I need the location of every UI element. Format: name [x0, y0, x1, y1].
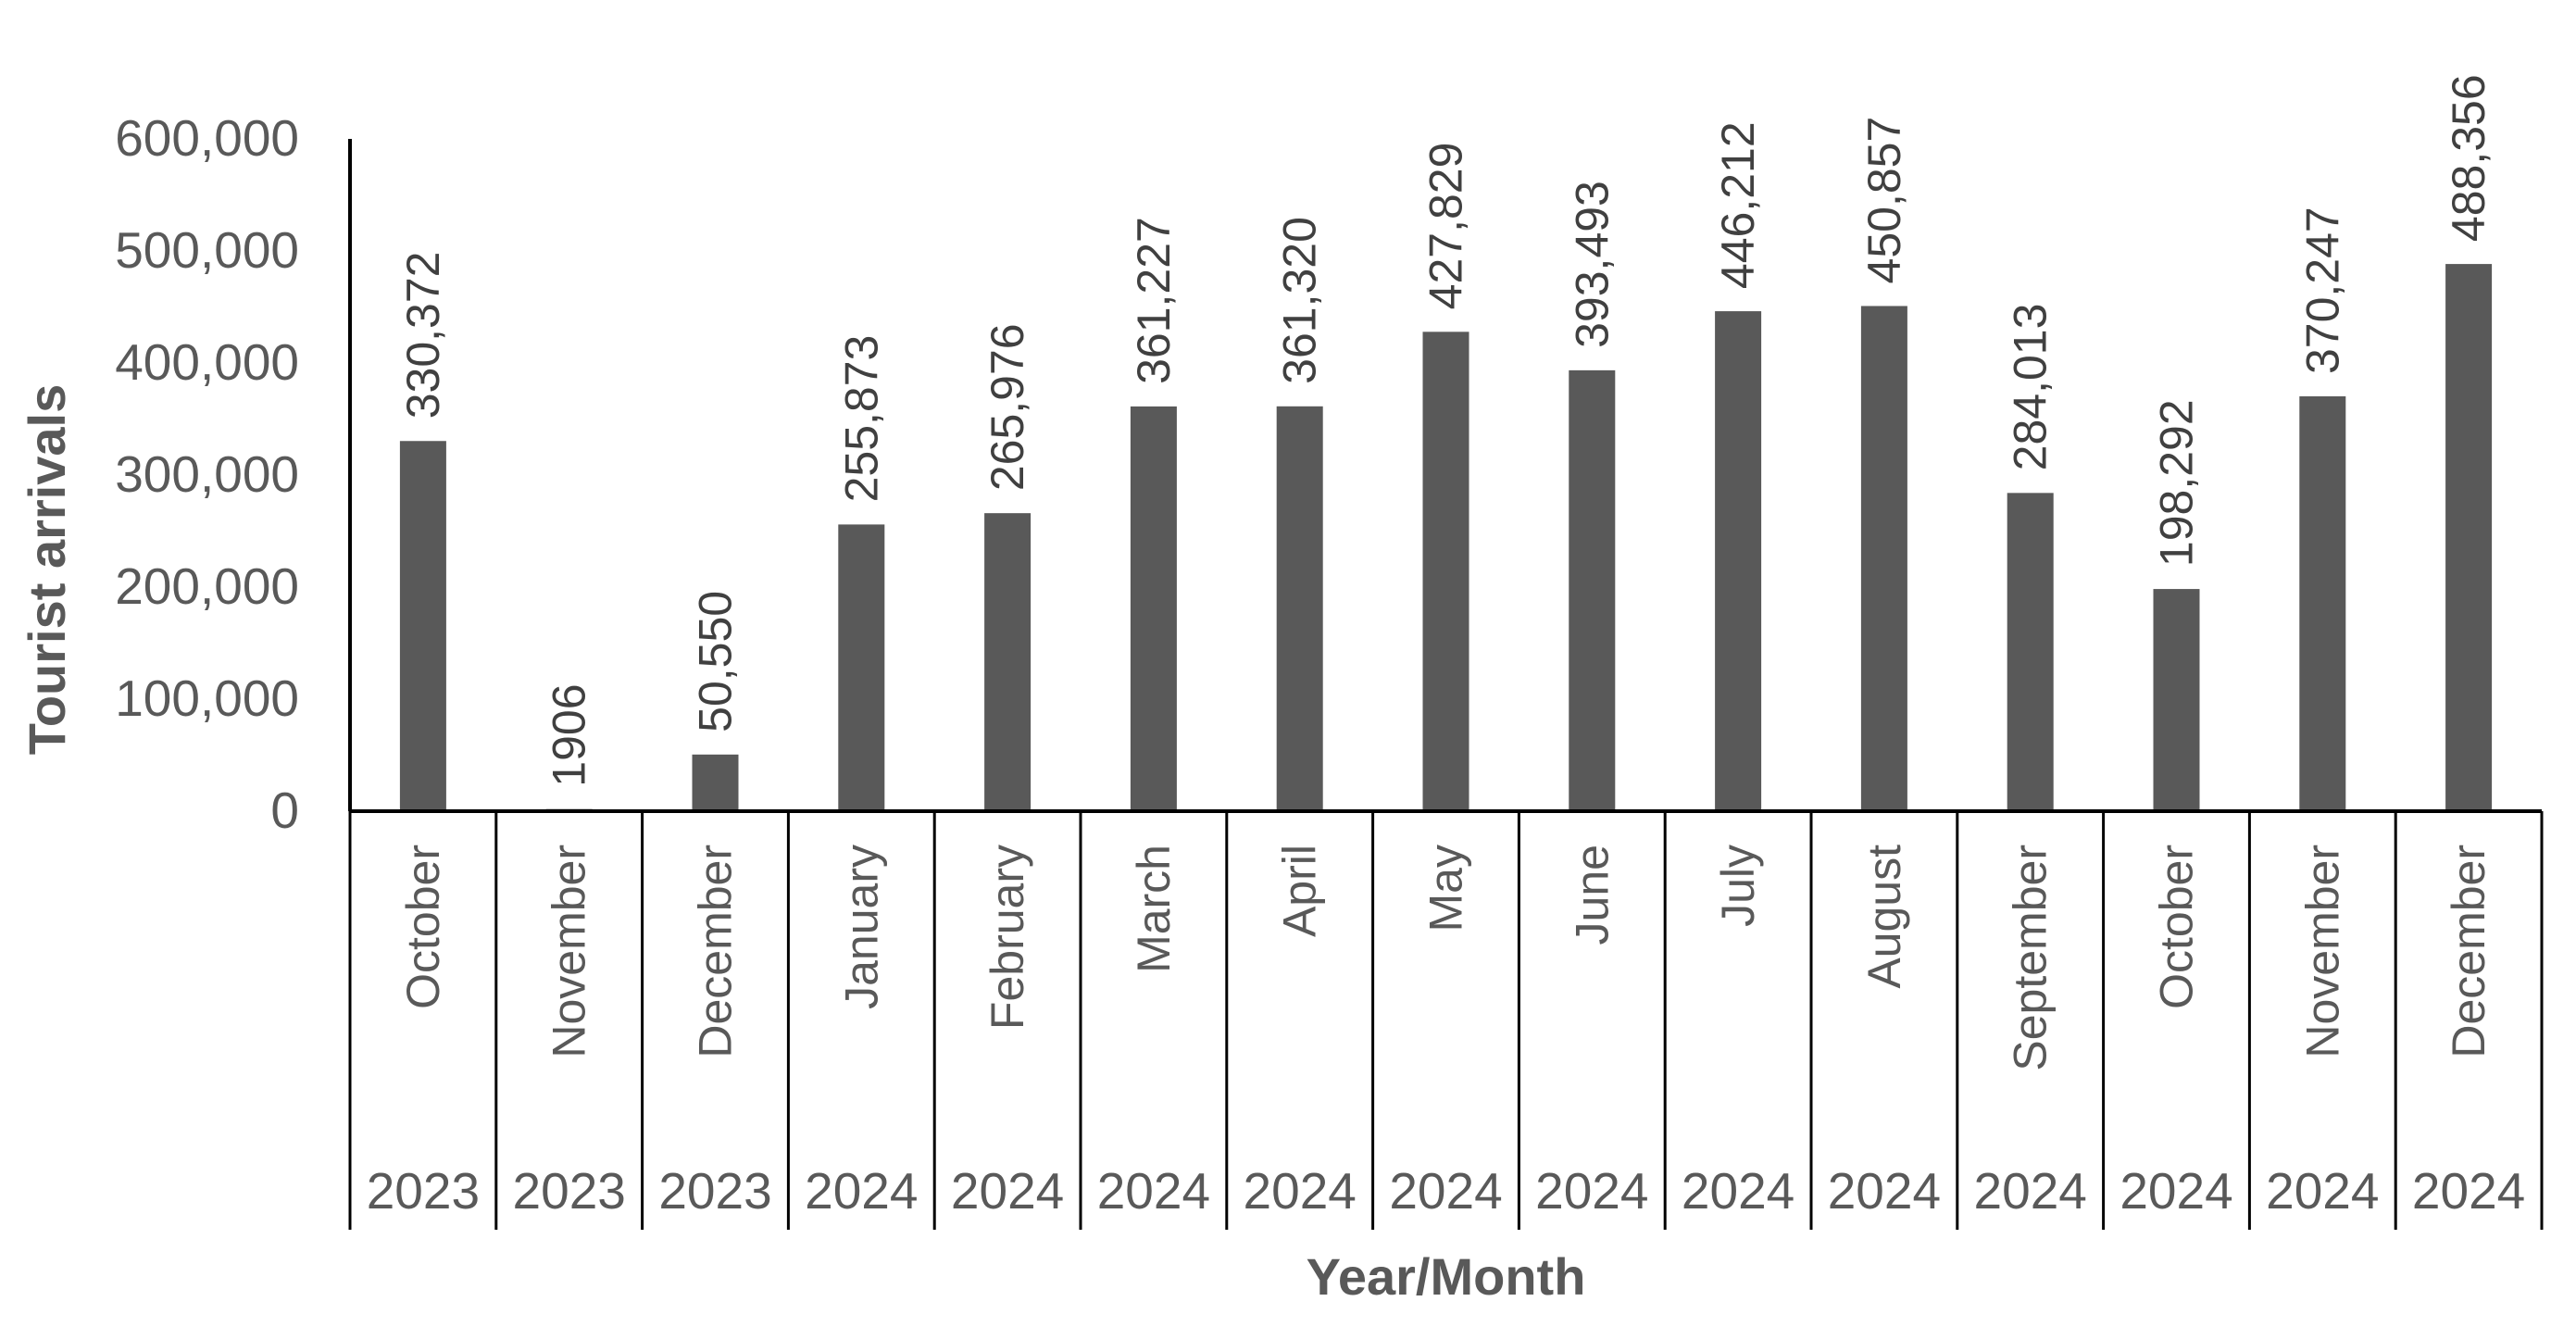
x-axis-separators	[348, 811, 2544, 1230]
x-axis-year-labels: 2023 2023 2023 2024 2024 2024 2024 2024 2024 2024…	[367, 1162, 2526, 1220]
bar	[1130, 406, 1177, 811]
y-axis-tick-labels: 0 100,000 200,000 300,000 400,000 500,000 600,…	[115, 109, 299, 839]
x-year-label: 2023	[513, 1162, 626, 1220]
x-category-label: May	[1420, 845, 1472, 932]
x-year-label: 2024	[951, 1162, 1064, 1220]
y-tick-label: 0	[270, 782, 299, 839]
data-label: 198,292	[2151, 399, 2203, 567]
x-category-label: December	[690, 845, 742, 1058]
bar	[2007, 493, 2054, 811]
x-axis-title: Year/Month	[1307, 1247, 1586, 1306]
bar	[984, 513, 1032, 811]
data-label: 265,976	[982, 323, 1033, 491]
bar	[1569, 369, 1616, 811]
y-tick-label: 300,000	[115, 445, 299, 503]
y-tick-label: 500,000	[115, 221, 299, 279]
x-year-label: 2024	[1389, 1162, 1502, 1220]
data-label: 427,829	[1420, 143, 1472, 310]
data-label: 1906	[544, 683, 595, 786]
bar	[2445, 264, 2493, 811]
x-year-label: 2024	[2266, 1162, 2379, 1220]
data-label: 284,013	[2005, 304, 2057, 471]
x-category-label: December	[2443, 845, 2495, 1058]
data-label: 450,857	[1858, 117, 1910, 284]
y-tick-label: 400,000	[115, 333, 299, 391]
bar	[399, 441, 446, 811]
data-label: 361,227	[1128, 217, 1180, 384]
x-year-label: 2024	[2412, 1162, 2525, 1220]
x-year-label: 2024	[1974, 1162, 2087, 1220]
x-year-label: 2024	[805, 1162, 918, 1220]
y-tick-label: 200,000	[115, 557, 299, 615]
y-tick-label: 600,000	[115, 109, 299, 167]
bar	[1715, 311, 1762, 811]
x-year-label: 2024	[2120, 1162, 2232, 1220]
x-category-label: April	[1274, 845, 1326, 937]
x-year-label: 2023	[367, 1162, 480, 1220]
data-label: 330,372	[397, 251, 449, 419]
data-label: 370,247	[2296, 206, 2348, 374]
bar-series	[399, 264, 2493, 812]
data-labels: 330,372 1906 50,550 255,873 265,976 361,227 36…	[397, 74, 2495, 786]
x-category-label: November	[2296, 845, 2348, 1058]
data-label: 361,320	[1274, 217, 1326, 384]
bar	[692, 754, 739, 811]
x-year-label: 2024	[1828, 1162, 1941, 1220]
x-category-label: October	[2151, 845, 2203, 1009]
x-category-label: February	[982, 845, 1033, 1030]
bar	[1422, 332, 1469, 811]
bar	[2299, 396, 2346, 811]
data-label: 446,212	[1712, 121, 1764, 289]
x-axis-category-labels: October November December January February Ma…	[397, 845, 2495, 1071]
x-year-label: 2024	[1535, 1162, 1648, 1220]
y-axis-title: Tourist arrivals	[18, 384, 76, 755]
x-category-label: November	[544, 845, 595, 1058]
data-label: 393,493	[1566, 181, 1618, 348]
x-category-label: June	[1566, 845, 1618, 945]
data-label: 488,356	[2443, 74, 2495, 242]
x-year-label: 2024	[1682, 1162, 1794, 1220]
x-category-label: July	[1712, 845, 1764, 927]
x-category-label: March	[1128, 845, 1180, 973]
x-category-label: January	[835, 845, 887, 1009]
bar	[2153, 589, 2200, 811]
x-year-label: 2024	[1097, 1162, 1210, 1220]
data-label: 255,873	[835, 335, 887, 503]
x-year-label: 2023	[658, 1162, 771, 1220]
x-category-label: September	[2005, 845, 2057, 1071]
bar	[1276, 406, 1323, 811]
x-year-label: 2024	[1244, 1162, 1357, 1220]
x-category-label: August	[1858, 845, 1910, 989]
bar	[838, 524, 885, 811]
x-category-label: October	[397, 845, 449, 1009]
bar	[1860, 306, 1907, 812]
y-tick-label: 100,000	[115, 670, 299, 727]
data-label: 50,550	[690, 591, 742, 732]
